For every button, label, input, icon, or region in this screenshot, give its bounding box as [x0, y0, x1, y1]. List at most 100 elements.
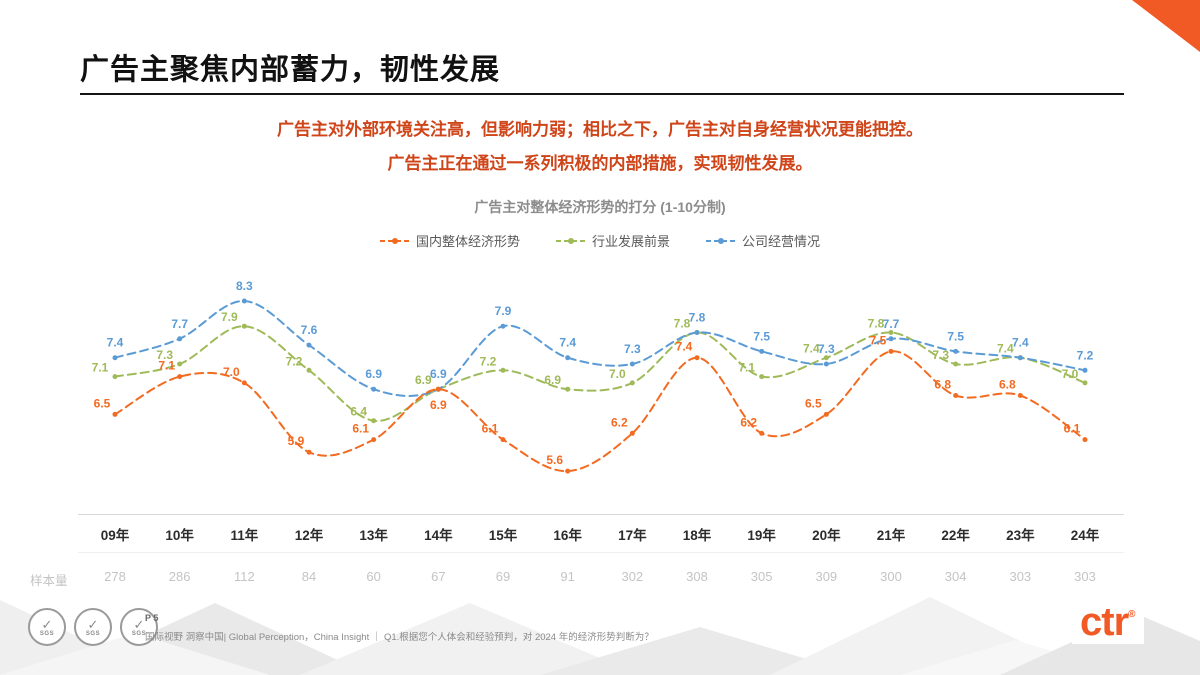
sample-size-value: 302: [621, 569, 644, 584]
data-point: [241, 298, 247, 304]
chart-title: 广告主对整体经济形势的打分 (1-10分制): [474, 199, 726, 215]
data-label: 6.2: [611, 415, 628, 429]
sample-size-value: 303: [1074, 569, 1096, 584]
certification-logos: ✓ SGS ✓ SGS ✓ SGS: [28, 608, 158, 646]
x-axis-label: 19年: [747, 528, 776, 543]
data-point: [888, 336, 894, 342]
data-point: [1017, 355, 1023, 361]
data-label: 6.1: [1064, 422, 1081, 436]
data-label: 7.4: [997, 342, 1014, 356]
data-label: 8.3: [236, 279, 253, 293]
data-point: [694, 330, 700, 335]
data-label: 6.5: [94, 396, 111, 410]
sgs-check-icon: ✓: [41, 616, 53, 632]
data-label: 7.6: [301, 323, 318, 337]
sample-size-caption: 样本量: [30, 574, 68, 588]
title-underline: [80, 93, 1124, 95]
x-axis-label: 20年: [812, 528, 841, 543]
sample-size-value: 278: [104, 569, 126, 584]
x-axis-label: 11年: [230, 528, 259, 543]
sample-size-value: 308: [686, 569, 708, 584]
legend-item: 公司经营情况: [706, 231, 820, 250]
sample-size-value: 84: [301, 569, 317, 584]
data-label: 7.1: [158, 359, 175, 373]
data-label: 6.9: [415, 373, 432, 387]
data-point: [565, 386, 571, 392]
data-point: [823, 411, 829, 417]
x-axis-label: 21年: [876, 528, 906, 543]
data-point: [1082, 380, 1088, 386]
legend-label: 公司经营情况: [742, 234, 821, 249]
sgs-logo: ✓ SGS: [74, 608, 112, 646]
series-line: [114, 299, 1086, 397]
data-label: 7.0: [609, 367, 626, 381]
series-line: [114, 325, 1086, 422]
sgs-logo: ✓ SGS: [28, 608, 66, 646]
data-label: 7.3: [624, 342, 641, 356]
data-point: [823, 355, 829, 361]
data-label: 6.9: [544, 373, 561, 387]
legend-label: 行业发展前景: [591, 234, 670, 249]
data-point: [500, 367, 506, 373]
data-label: 7.2: [286, 354, 303, 368]
data-label: 5.9: [288, 434, 305, 448]
sample-size-value: 309: [815, 569, 838, 584]
subtitle-line-2: 广告主正在通过一系列积极的内部措施，实现韧性发展。: [387, 154, 813, 173]
data-point: [371, 437, 377, 443]
x-axis-label: 12年: [294, 528, 324, 543]
data-label: 7.5: [753, 329, 770, 343]
data-point: [823, 361, 829, 367]
data-label: 7.3: [156, 348, 173, 362]
data-label: 6.9: [430, 398, 447, 412]
series-line: [114, 350, 1086, 473]
data-point: [112, 411, 118, 417]
data-point: [241, 380, 247, 386]
data-point: [371, 386, 377, 392]
sample-size-value: 112: [233, 569, 255, 584]
ctr-logo: ctr®: [1072, 600, 1144, 644]
data-label: 7.1: [738, 361, 755, 375]
data-point: [629, 430, 635, 436]
sample-size-value: 300: [880, 569, 902, 584]
chart-legend: 国内整体经济形势 行业发展前景 公司经营情况: [0, 231, 1200, 250]
data-point: [565, 468, 571, 474]
x-axis-label: 09年: [100, 528, 130, 543]
sgs-check-icon: ✓: [87, 616, 99, 632]
data-label: 7.0: [223, 365, 240, 379]
x-axis-label: 17年: [618, 528, 647, 543]
x-axis-label: 15年: [488, 528, 518, 543]
background-polygons: [0, 597, 1200, 675]
data-point: [694, 355, 700, 361]
data-label: 6.1: [352, 422, 369, 436]
data-label: 6.2: [740, 415, 757, 429]
data-label: 7.0: [1062, 367, 1079, 381]
data-point: [177, 361, 183, 367]
data-point: [112, 374, 118, 380]
line-chart: 7.17.37.97.26.46.97.26.9 7.07.87.17.47.87…: [92, 279, 1094, 474]
x-axis-label: 10年: [165, 528, 194, 543]
sample-size-row: 278 286 112 84 60 67 69 91 302 308 305 309 300 304 303…: [60, 569, 1140, 589]
x-axis-label: 14年: [424, 528, 453, 543]
page-title: 广告主聚焦内部蓄力，韧性发展: [80, 54, 501, 86]
data-point: [888, 330, 894, 335]
subtitle-line-1: 广告主对外部环境关注高，但影响力弱；相比之下，广告主对自身经营状况更能把控。: [277, 120, 923, 139]
data-point: [759, 374, 765, 380]
data-label: 7.2: [480, 354, 497, 368]
data-label: 7.4: [676, 340, 693, 354]
sample-size-value: 67: [431, 569, 446, 584]
data-label: 7.2: [1077, 348, 1094, 362]
sample-size-value: 69: [495, 569, 511, 584]
data-label: 7.8: [674, 317, 691, 331]
data-point: [371, 418, 377, 424]
data-label: 7.8: [868, 317, 885, 331]
data-point: [241, 323, 247, 329]
data-point: [500, 437, 506, 443]
data-label: 7.5: [947, 329, 964, 343]
data-label: 7.4: [1012, 336, 1029, 350]
data-point: [177, 336, 183, 342]
data-point: [953, 393, 959, 398]
data-label: 6.9: [430, 367, 447, 381]
x-axis-label: 22年: [941, 528, 970, 543]
sample-size-value: 305: [750, 569, 773, 584]
